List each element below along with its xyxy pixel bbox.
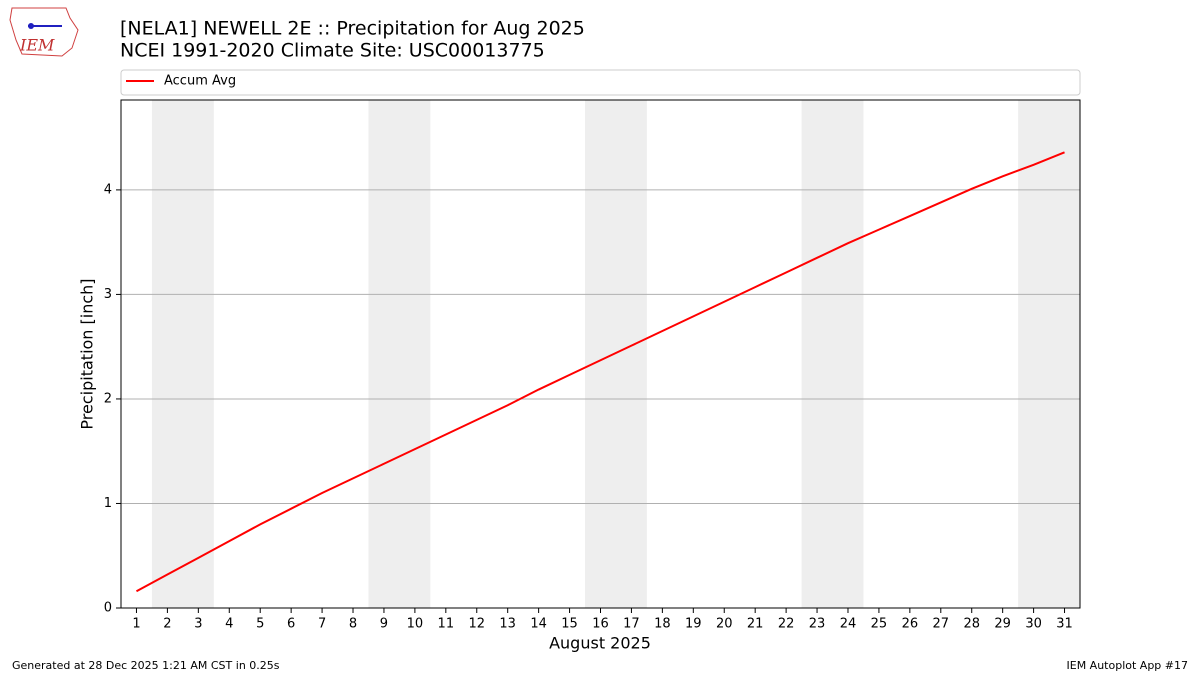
x-tick-label: 7 [318, 617, 326, 632]
x-tick-label: 28 [963, 617, 980, 632]
x-tick-label: 27 [933, 617, 950, 632]
x-tick-label: 17 [623, 617, 640, 632]
weekend-shade [801, 100, 864, 608]
x-tick-label: 19 [685, 617, 702, 632]
y-axis-label: Precipitation [inch] [78, 278, 97, 429]
logo-outline [9, 7, 79, 57]
weekend-shade [1018, 100, 1080, 608]
x-axis-label: August 2025 [549, 634, 651, 653]
x-tick-label: 26 [902, 617, 919, 632]
x-tick-label: 3 [194, 617, 202, 632]
legend-label: Accum Avg [164, 74, 236, 89]
x-tick-label: 23 [809, 617, 826, 632]
x-tick-label: 21 [747, 617, 764, 632]
logo-text: IEM [19, 36, 55, 55]
footer-left: Generated at 28 Dec 2025 1:21 AM CST in … [12, 659, 280, 672]
logo-icon [28, 23, 34, 29]
x-tick-label: 18 [654, 617, 671, 632]
y-tick-label: 2 [104, 391, 112, 406]
y-tick-label: 3 [104, 287, 112, 302]
footer-right: IEM Autoplot App #17 [1067, 659, 1189, 672]
legend-box [120, 69, 1081, 96]
plot-frame [120, 99, 1081, 609]
x-tick-label: 13 [499, 617, 516, 632]
x-tick-label: 25 [871, 617, 888, 632]
x-tick-label: 9 [380, 617, 388, 632]
chart-subtitle: NCEI 1991-2020 Climate Site: USC00013775 [120, 40, 545, 62]
weekend-shade [368, 100, 431, 608]
y-tick-label: 0 [104, 601, 112, 616]
x-tick-label: 31 [1056, 617, 1073, 632]
x-tick-label: 16 [592, 617, 609, 632]
weekend-shade [151, 100, 214, 608]
x-tick-label: 6 [287, 617, 295, 632]
x-tick-label: 11 [438, 617, 455, 632]
x-tick-label: 12 [468, 617, 485, 632]
x-tick-label: 20 [716, 617, 733, 632]
x-tick-label: 5 [256, 617, 264, 632]
x-tick-label: 24 [840, 617, 857, 632]
y-tick-label: 4 [104, 182, 112, 197]
x-tick-label: 29 [994, 617, 1011, 632]
y-tick-label: 1 [104, 496, 112, 511]
logo: IEM [9, 7, 79, 57]
chart-title: [NELA1] NEWELL 2E :: Precipitation for A… [120, 18, 585, 40]
x-tick-label: 14 [530, 617, 547, 632]
x-tick-label: 22 [778, 617, 795, 632]
x-tick-label: 1 [132, 617, 140, 632]
x-tick-label: 8 [349, 617, 357, 632]
x-tick-label: 2 [163, 617, 171, 632]
x-tick-label: 30 [1025, 617, 1042, 632]
x-tick-label: 10 [407, 617, 424, 632]
x-tick-label: 4 [225, 617, 233, 632]
x-tick-label: 15 [561, 617, 578, 632]
data-line [135, 151, 1065, 593]
